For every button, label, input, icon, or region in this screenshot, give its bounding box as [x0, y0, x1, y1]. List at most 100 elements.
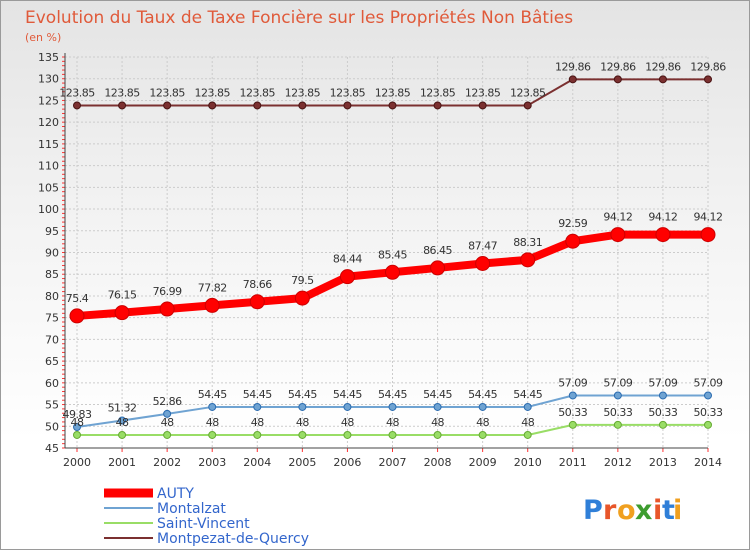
x-tick-label: 2011 [559, 456, 587, 469]
data-label: 94.12 [648, 211, 677, 224]
data-point-montpezat-de-quercy [388, 101, 397, 110]
data-label: 78.66 [243, 278, 272, 291]
y-axis-unit-label: (en %) [25, 31, 61, 44]
data-point-montpezat-de-quercy [478, 101, 487, 110]
data-label-layer: 75.4 76.15 76.99 77.82 78.66 79.5 84.44 85.45 86… [59, 60, 726, 429]
logo-letter: o [617, 495, 636, 526]
x-tick-label: 2009 [469, 456, 497, 469]
y-tick-label: 55 [45, 399, 59, 412]
grid-layer [65, 56, 709, 449]
data-label: 123.85 [420, 86, 456, 99]
y-tick-label: 125 [38, 94, 59, 107]
y-tick-label: 105 [38, 181, 59, 194]
data-point-montpezat-de-quercy [208, 101, 217, 110]
data-label: 54.45 [198, 388, 227, 401]
logo-letter: t [662, 495, 675, 526]
data-point-auty [249, 294, 265, 310]
y-tick-label: 85 [45, 268, 59, 281]
data-label: 54.45 [288, 388, 317, 401]
data-label: 129.86 [555, 60, 591, 73]
legend-label: Montalzat [157, 501, 226, 517]
data-point-montalzat [658, 391, 667, 400]
data-label: 129.86 [645, 60, 681, 73]
data-label: 57.09 [694, 376, 723, 389]
data-point-saint-vincent [343, 430, 352, 439]
data-label: 50.33 [558, 406, 587, 419]
x-tick-label: 2007 [379, 456, 407, 469]
data-label: 123.85 [330, 86, 366, 99]
data-point-montpezat-de-quercy [658, 75, 667, 84]
data-label: 54.45 [513, 388, 542, 401]
data-point-auty [655, 227, 671, 243]
data-point-montpezat-de-quercy [73, 101, 81, 110]
data-point-saint-vincent [253, 430, 262, 439]
data-label: 48 [296, 416, 309, 429]
x-tick-label: 2006 [333, 456, 361, 469]
data-point-montpezat-de-quercy [118, 101, 127, 110]
data-point-montalzat [704, 391, 712, 400]
y-tick-label: 80 [45, 290, 59, 303]
data-label: 49.83 [63, 408, 92, 421]
x-tick-label: 2008 [424, 456, 452, 469]
y-tick-label: 95 [45, 225, 59, 238]
data-point-montalzat [118, 416, 127, 425]
data-point-auty [565, 233, 581, 249]
data-label: 123.85 [285, 86, 321, 99]
data-point-auty [520, 252, 536, 268]
data-point-saint-vincent [298, 430, 307, 439]
logo-letter: x [635, 495, 652, 526]
data-label: 48 [161, 416, 174, 429]
data-point-saint-vincent [704, 420, 712, 429]
data-point-montalzat [298, 402, 307, 411]
logo-letter: i [653, 495, 662, 526]
y-tick-label: 75 [45, 312, 59, 325]
data-point-montalzat [478, 402, 487, 411]
data-point-montpezat-de-quercy [704, 75, 712, 84]
data-label: 79.5 [291, 274, 314, 287]
data-label: 76.99 [153, 285, 182, 298]
data-label: 123.85 [104, 86, 140, 99]
data-label: 57.09 [558, 376, 587, 389]
data-point-auty [339, 269, 355, 285]
data-label: 52.86 [153, 395, 182, 408]
data-label: 123.85 [375, 86, 411, 99]
data-label: 54.45 [243, 388, 272, 401]
x-tick-label: 2004 [243, 456, 271, 469]
series-layer [69, 75, 716, 439]
data-point-montalzat [208, 402, 217, 411]
data-point-auty [204, 297, 220, 313]
data-point-montpezat-de-quercy [163, 101, 172, 110]
data-label: 54.45 [378, 388, 407, 401]
y-tick-label: 45 [45, 442, 59, 455]
data-point-montalzat [433, 402, 442, 411]
legend-label: Montpezat-de-Quercy [157, 531, 309, 547]
y-tick-label: 65 [45, 355, 59, 368]
data-label: 85.45 [378, 248, 407, 261]
data-point-montpezat-de-quercy [613, 75, 622, 84]
data-point-montpezat-de-quercy [343, 101, 352, 110]
data-label: 54.45 [468, 388, 497, 401]
data-point-montpezat-de-quercy [433, 101, 442, 110]
data-label: 48 [116, 416, 129, 429]
y-tick-label: 70 [45, 333, 59, 346]
data-label: 123.85 [149, 86, 185, 99]
x-tick-label: 2003 [198, 456, 226, 469]
data-label: 123.85 [240, 86, 276, 99]
data-label: 48 [386, 416, 399, 429]
data-point-saint-vincent [208, 430, 217, 439]
data-label: 57.09 [603, 376, 632, 389]
x-tick-label: 2010 [514, 456, 542, 469]
x-tick-label: 2000 [63, 456, 91, 469]
data-label: 86.45 [423, 244, 452, 257]
data-point-saint-vincent [163, 430, 172, 439]
data-label: 75.4 [66, 292, 89, 305]
data-point-montalzat [73, 423, 81, 432]
data-label: 48 [431, 416, 444, 429]
data-point-auty [475, 255, 491, 271]
data-point-montalzat [388, 402, 397, 411]
data-label: 123.85 [465, 86, 501, 99]
y-tick-label: 90 [45, 247, 59, 260]
